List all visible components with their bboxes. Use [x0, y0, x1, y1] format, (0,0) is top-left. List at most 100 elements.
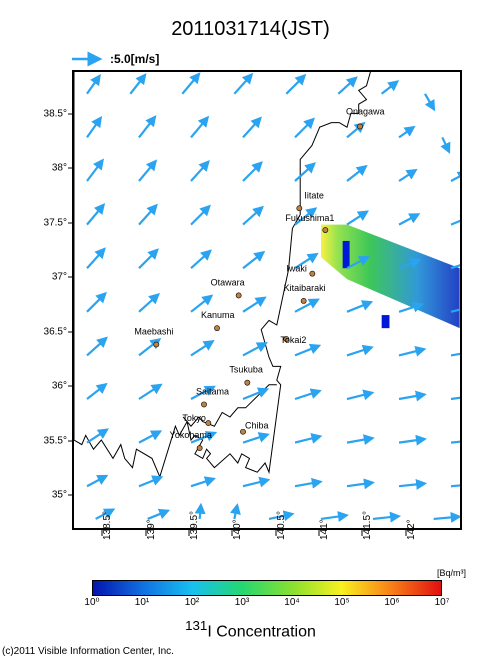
x-tick-label: 139°	[146, 519, 157, 540]
city-label: Tsukuba	[229, 365, 263, 375]
wind-arrow	[139, 477, 161, 486]
colorbar-tick: 10²	[185, 597, 199, 608]
colorbar-tick: 10³	[235, 597, 249, 608]
y-tick-label: 37°	[52, 272, 67, 283]
wind-arrow	[139, 385, 161, 399]
wind-arrow	[347, 302, 371, 312]
y-tick-label: 35°	[52, 490, 67, 501]
wind-arrow	[243, 163, 261, 181]
colorbar-title: 131I Concentration	[0, 618, 501, 641]
wind-arrow	[442, 137, 449, 152]
wind-arrow	[243, 343, 266, 355]
wind-arrow	[373, 516, 399, 519]
wind-arrow	[399, 439, 425, 443]
wind-arrow	[234, 74, 251, 93]
city-label: Fukushima1	[285, 213, 334, 223]
city-label: Iitate	[304, 190, 324, 200]
city-label: Kitaibaraki	[284, 283, 326, 293]
wind-arrow	[451, 351, 462, 355]
coastline	[74, 72, 370, 477]
wind-arrow	[295, 436, 320, 442]
colorbar-tick: 10⁴	[284, 597, 299, 608]
wind-arrow	[295, 119, 313, 137]
wind-arrow	[347, 212, 367, 225]
wind-arrow	[182, 74, 199, 94]
wind-arrow	[243, 207, 262, 224]
wind-arrow	[191, 479, 214, 486]
city-marker	[297, 206, 302, 211]
wind-arrow	[399, 394, 425, 399]
wind-arrow	[87, 118, 101, 138]
wind-arrow	[243, 480, 268, 486]
chart-title: 2011031714(JST)	[0, 18, 501, 41]
wind-arrow	[87, 338, 106, 355]
x-tick-label: 142°	[406, 519, 417, 540]
wind-arrow	[139, 431, 160, 442]
wind-arrow	[243, 298, 265, 312]
wind-arrow	[451, 262, 462, 268]
wind-arrow	[234, 505, 237, 519]
city-marker	[245, 380, 250, 385]
y-tick-label: 37.5°	[44, 217, 67, 228]
wind-arrow	[347, 393, 372, 399]
wind-arrow	[399, 349, 424, 355]
colorbar-tick: 10⁶	[384, 597, 399, 608]
copyright: (c)2011 Visible Information Center, Inc.	[2, 646, 174, 657]
wind-legend: :5.0[m/s]	[72, 52, 159, 66]
wind-arrow	[139, 205, 156, 224]
wind-arrow	[191, 341, 213, 355]
wind-arrow	[243, 252, 263, 268]
wind-arrow	[347, 483, 373, 487]
wind-arrow	[347, 438, 373, 443]
city-label: Tokyo	[182, 413, 206, 423]
y-tick-label: 38°	[52, 163, 67, 174]
wind-arrow	[130, 75, 145, 94]
city-label: Tokai2	[280, 335, 306, 345]
city-marker	[201, 402, 206, 407]
wind-arrow	[243, 118, 260, 137]
wind-arrow	[191, 206, 209, 224]
city-marker	[301, 298, 306, 303]
wind-arrow	[425, 94, 434, 110]
x-tick-label: 140.5°	[276, 511, 287, 540]
colorbar-tick: 10¹	[135, 597, 149, 608]
city-label: Otawara	[211, 277, 245, 287]
wind-arrow	[87, 160, 103, 181]
wind-legend-label: :5.0[m/s]	[110, 52, 159, 66]
wind-arrow	[286, 75, 304, 93]
city-marker	[357, 124, 362, 129]
wind-arrow	[399, 214, 418, 224]
wind-arrow	[87, 76, 100, 94]
wind-arrow	[382, 81, 398, 93]
wind-arrow	[87, 430, 107, 443]
wind-arrow	[87, 249, 104, 268]
wind-arrow	[451, 395, 462, 399]
wind-arrow	[399, 127, 414, 137]
plume	[321, 225, 460, 329]
wind-arrow	[338, 78, 356, 94]
wind-arrow	[295, 482, 321, 487]
wind-arrow	[87, 476, 106, 486]
city-label: Iwaki	[286, 264, 307, 274]
wind-arrow	[191, 162, 208, 181]
wind-arrow	[139, 117, 155, 137]
wind-arrow	[399, 484, 425, 487]
y-tick-label: 38.5°	[44, 108, 67, 119]
city-label: Saitama	[196, 386, 229, 396]
city-marker	[236, 293, 241, 298]
city-label: Kanuma	[201, 310, 235, 320]
wind-arrow	[139, 294, 158, 311]
wind-arrow	[87, 293, 105, 311]
colorbar-tick: 10⁰	[84, 597, 99, 608]
city-label: Chiba	[245, 421, 269, 431]
plot-area: Onagawa Iitate Fukushima1 Iwaki Otawara Kitai…	[72, 70, 462, 530]
wind-arrow	[451, 440, 462, 443]
city-marker	[206, 420, 211, 425]
wind-arrow	[451, 173, 462, 181]
x-tick-label: 139.5°	[189, 511, 200, 540]
wind-arrow	[139, 250, 157, 268]
colorbar-unit: [Bq/m³]	[437, 568, 466, 578]
wind-arrow	[451, 217, 462, 224]
wind-arrow	[295, 391, 320, 399]
city-label: Onagawa	[346, 107, 385, 117]
